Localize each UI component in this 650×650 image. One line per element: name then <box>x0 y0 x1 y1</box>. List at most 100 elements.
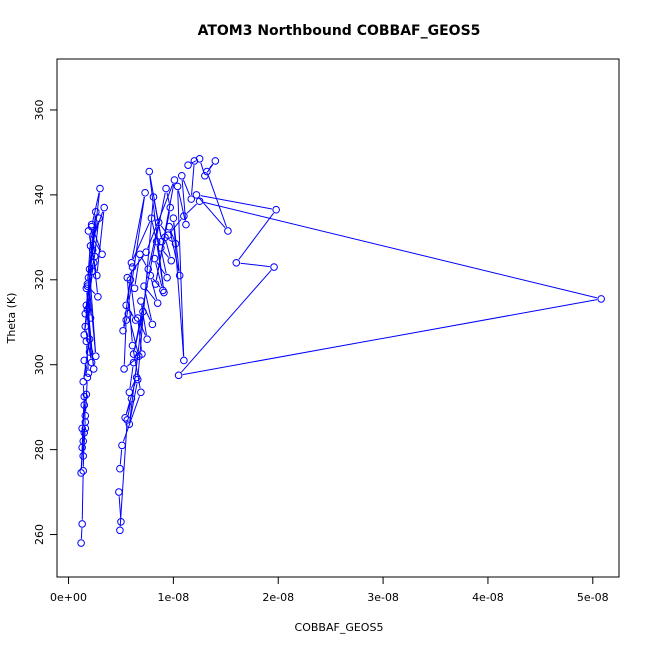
series-line-segment <box>155 184 175 280</box>
data-point <box>78 520 86 528</box>
series-layer <box>77 154 605 547</box>
series-line-segment <box>191 165 195 195</box>
series-line-segment <box>186 203 197 214</box>
data-point <box>175 271 184 280</box>
data-point <box>190 157 199 165</box>
data-point <box>78 424 86 433</box>
data-point <box>80 401 89 409</box>
data-point <box>86 242 95 250</box>
series-line-segment <box>90 234 101 251</box>
data-point <box>147 214 156 223</box>
series-line-segment <box>119 424 128 527</box>
data-point <box>91 352 100 361</box>
data-point <box>152 237 161 246</box>
y-axis: 260 280 300 320 340 360 <box>33 99 58 545</box>
data-point <box>87 222 96 231</box>
data-point <box>187 195 196 203</box>
data-point <box>162 184 170 193</box>
data-point <box>597 295 605 303</box>
data-point <box>129 350 138 358</box>
x-tick-label: 4e-08 <box>472 591 504 604</box>
series-line-segment <box>131 196 145 259</box>
series-line-segment <box>129 383 138 421</box>
data-point <box>79 452 88 460</box>
x-tick-label: 3e-08 <box>367 591 399 604</box>
series-line-segment <box>181 179 187 221</box>
series-line-segment <box>238 212 275 260</box>
series-line-segment <box>182 179 191 196</box>
series-line-segment <box>207 175 227 228</box>
data-point <box>115 488 123 496</box>
data-point <box>79 467 88 475</box>
chart-title: ATOM3 Northbound COBBAF_GEOS5 <box>198 23 481 39</box>
data-point <box>192 191 201 199</box>
data-point <box>201 171 209 180</box>
data-point <box>133 314 142 322</box>
series-line-segment <box>168 239 173 242</box>
data-point <box>140 282 148 290</box>
data-point <box>116 526 124 535</box>
data-point <box>137 297 145 305</box>
series-line-segment <box>127 281 133 342</box>
data-point <box>166 203 175 212</box>
series-line-segment <box>129 255 145 275</box>
data-point <box>171 239 180 248</box>
data-point <box>174 371 183 380</box>
data-point <box>80 392 89 401</box>
series-line-segment <box>152 278 161 288</box>
data-point <box>272 205 280 214</box>
data-point <box>177 171 186 180</box>
data-point <box>80 356 89 365</box>
series-line-segment <box>85 381 88 412</box>
series-line-segment <box>133 192 166 351</box>
x-tick-label: 2e-08 <box>262 591 294 604</box>
data-point <box>79 437 88 445</box>
series-line-segment <box>90 288 96 295</box>
data-point <box>167 256 176 265</box>
y-tick-label: 280 <box>33 439 46 460</box>
series-line-segment <box>177 190 186 221</box>
x-tick-label: 0e+00 <box>50 591 87 604</box>
data-point <box>83 305 92 314</box>
data-point <box>80 428 89 437</box>
data-point <box>163 273 171 282</box>
series-line-segment <box>80 528 83 539</box>
series-line-segment <box>144 290 153 321</box>
series-line-segment <box>137 201 154 376</box>
series-line-segment <box>123 324 127 365</box>
series-line-segment <box>86 309 90 336</box>
series-line-segment <box>155 262 163 287</box>
data-point <box>81 322 90 331</box>
data-point <box>79 377 88 386</box>
series-line-segment <box>209 163 214 169</box>
y-tick-label: 340 <box>33 184 46 205</box>
series-2 <box>115 154 605 535</box>
data-point <box>153 299 162 307</box>
data-point <box>77 469 85 477</box>
data-point <box>82 390 91 399</box>
data-point <box>119 326 127 335</box>
series-line-segment <box>129 366 134 389</box>
data-point <box>89 365 98 373</box>
series-line-segment <box>173 222 185 357</box>
data-point <box>121 413 129 422</box>
series-line-segment <box>163 250 170 258</box>
data-point <box>150 254 159 263</box>
series-line-segment <box>166 192 170 204</box>
series-line-segment <box>96 211 105 272</box>
data-point <box>149 193 158 201</box>
data-point <box>83 280 92 288</box>
series-line-segment <box>177 190 185 357</box>
data-point <box>151 280 160 288</box>
data-point <box>195 154 204 163</box>
x-tick-label: 5e-08 <box>577 591 609 604</box>
data-point <box>80 331 89 339</box>
data-point <box>128 263 137 271</box>
data-point <box>211 157 220 165</box>
data-point <box>123 273 132 282</box>
data-point <box>83 373 92 382</box>
data-point <box>134 352 143 361</box>
data-point <box>203 167 211 176</box>
series-line-segment <box>81 475 84 520</box>
